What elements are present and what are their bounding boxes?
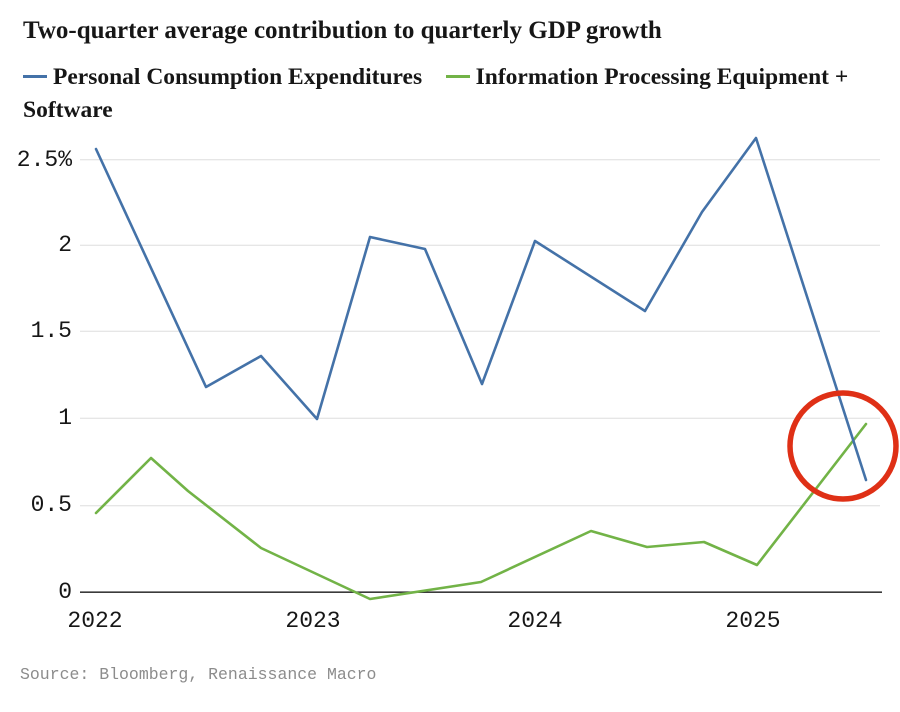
svg-text:2023: 2023 [285,608,340,634]
svg-text:2.5%: 2.5% [17,147,72,173]
svg-text:2025: 2025 [725,608,780,634]
svg-text:2024: 2024 [507,608,562,634]
svg-text:2022: 2022 [67,608,122,634]
svg-text:1.5: 1.5 [31,318,72,344]
svg-text:0: 0 [58,579,72,605]
svg-text:1: 1 [58,405,72,431]
svg-text:2: 2 [58,232,72,258]
svg-text:0.5: 0.5 [31,492,72,518]
